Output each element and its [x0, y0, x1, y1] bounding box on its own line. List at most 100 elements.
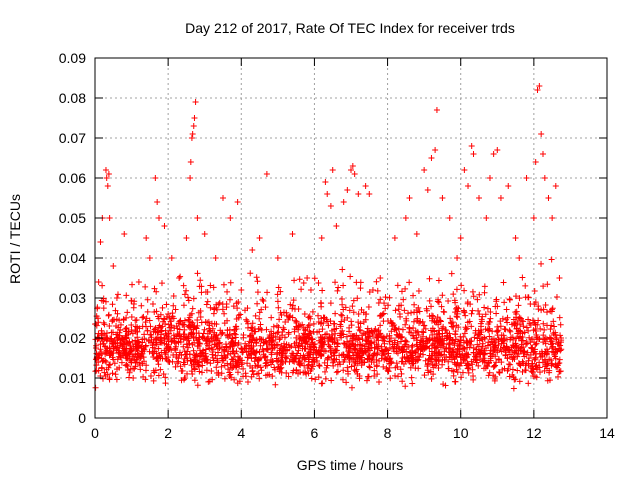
data-point	[224, 331, 231, 338]
data-point	[443, 354, 450, 361]
data-point	[249, 320, 256, 327]
data-point	[152, 367, 159, 374]
data-point	[188, 135, 195, 141]
data-point	[274, 255, 281, 261]
y-tick-label: 0.02	[59, 330, 86, 346]
data-point	[494, 147, 501, 153]
data-point	[339, 376, 346, 383]
data-point	[252, 354, 259, 361]
data-point	[115, 334, 122, 341]
data-point	[196, 353, 203, 360]
data-point	[123, 341, 130, 348]
data-point	[346, 345, 353, 352]
data-point	[531, 356, 538, 363]
data-point	[198, 283, 205, 290]
data-point	[529, 336, 536, 343]
data-point	[546, 356, 553, 363]
data-point	[363, 340, 370, 347]
data-point	[447, 315, 454, 322]
data-point	[334, 361, 341, 368]
data-point	[504, 314, 511, 321]
data-point	[344, 364, 351, 371]
data-point	[507, 328, 514, 335]
data-point	[383, 333, 390, 340]
data-point	[193, 324, 200, 331]
data-point	[555, 360, 562, 367]
data-point	[95, 351, 102, 358]
data-point	[113, 331, 120, 338]
data-point	[532, 159, 539, 165]
data-point	[287, 301, 294, 308]
data-point	[111, 337, 118, 344]
data-point	[102, 298, 109, 305]
data-point	[523, 324, 530, 331]
data-point	[161, 334, 168, 341]
data-point	[181, 321, 188, 328]
data-point	[150, 354, 157, 361]
y-tick-label: 0.07	[59, 130, 86, 146]
data-point	[448, 319, 455, 326]
data-point	[429, 317, 436, 324]
data-point	[191, 351, 198, 358]
data-point	[251, 358, 258, 365]
data-point	[143, 362, 150, 369]
data-point	[366, 363, 373, 370]
data-point	[348, 384, 355, 391]
data-point	[224, 351, 231, 358]
data-point	[346, 354, 353, 361]
data-point	[184, 370, 191, 377]
data-point	[348, 167, 354, 173]
data-point	[554, 341, 561, 348]
data-point	[490, 363, 497, 370]
data-point	[345, 370, 352, 377]
data-point	[485, 321, 492, 328]
data-point	[194, 359, 201, 366]
data-point	[275, 284, 282, 291]
data-point	[341, 356, 348, 363]
data-point	[548, 338, 555, 345]
data-point	[429, 362, 436, 369]
data-point	[481, 289, 488, 296]
data-point	[325, 341, 332, 348]
data-point	[470, 344, 477, 351]
data-point	[95, 330, 102, 337]
data-point	[536, 359, 543, 366]
data-point	[289, 231, 296, 237]
data-point	[170, 302, 177, 309]
data-point	[305, 314, 312, 321]
data-point	[223, 300, 230, 307]
data-point	[138, 302, 145, 309]
data-point	[445, 358, 452, 365]
data-point	[438, 303, 445, 310]
data-point	[295, 370, 302, 377]
data-point	[467, 338, 474, 345]
data-point	[249, 331, 256, 338]
data-point	[134, 324, 141, 331]
data-point	[426, 313, 433, 320]
data-point	[431, 340, 438, 347]
data-point	[538, 260, 545, 267]
data-point	[106, 323, 113, 330]
data-point	[105, 311, 112, 318]
data-point	[454, 369, 461, 376]
data-point	[149, 300, 156, 307]
data-point	[339, 301, 346, 308]
data-point	[458, 360, 465, 367]
data-point	[435, 364, 442, 371]
data-point	[512, 350, 519, 357]
data-point	[375, 343, 382, 350]
data-point	[421, 167, 428, 173]
data-point	[296, 276, 303, 283]
data-point	[254, 300, 261, 307]
data-point	[328, 336, 335, 343]
data-point	[385, 350, 392, 357]
data-point	[305, 361, 312, 368]
data-point	[405, 354, 412, 361]
data-point	[464, 344, 471, 351]
data-point	[432, 147, 439, 153]
data-point	[416, 308, 423, 315]
data-point	[552, 331, 559, 338]
data-point	[209, 348, 216, 355]
data-point	[291, 277, 298, 284]
